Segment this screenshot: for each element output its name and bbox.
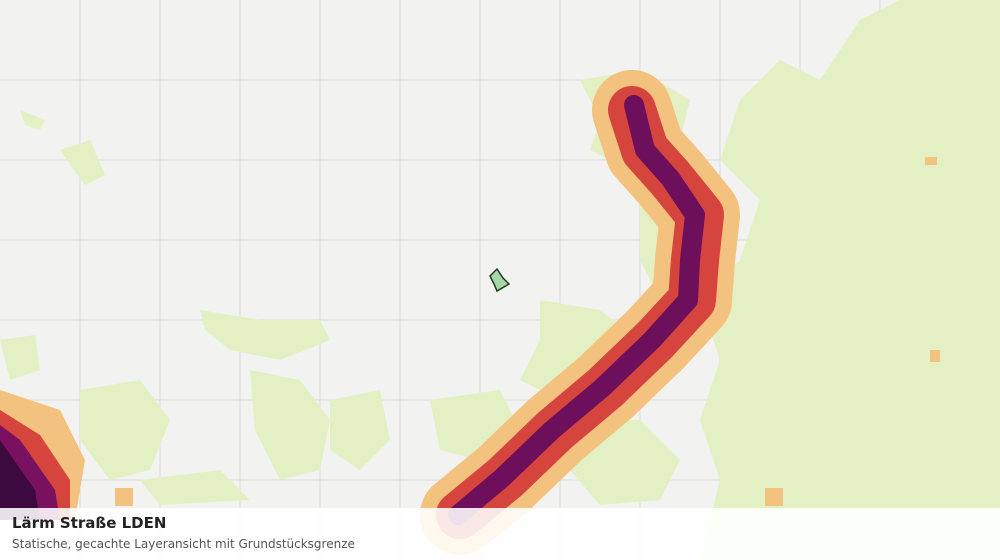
noise-band: [420, 70, 740, 555]
parcel-boundary: [489, 267, 511, 293]
noise-spots: [115, 157, 940, 506]
footer: Lärm Straße LDEN Statische, gecachte Lay…: [0, 508, 1000, 560]
subtitle: Statische, gecachte Layeransicht mit Gru…: [12, 537, 355, 551]
title: Lärm Straße LDEN: [12, 514, 167, 532]
corner-noise: [0, 390, 85, 520]
